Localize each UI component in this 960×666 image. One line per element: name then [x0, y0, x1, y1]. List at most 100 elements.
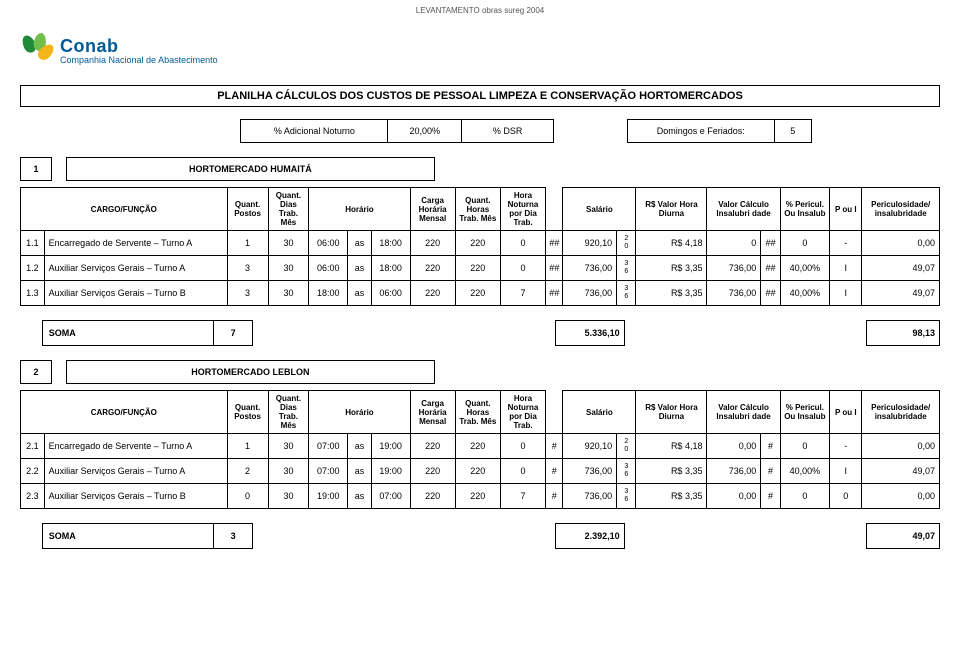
col-cargo: CARGO/FUNÇÃO [21, 188, 228, 231]
row-num: 2.1 [21, 434, 45, 459]
row-salario: 736,00 [563, 256, 617, 281]
col-cargo: CARGO/FUNÇÃO [21, 391, 228, 434]
row-carga: 220 [410, 484, 455, 509]
col-horas: Quant. Horas Trab. Mês [455, 188, 500, 231]
row-frac: 20 [617, 231, 636, 256]
soma-salario: 2.392,10 [556, 524, 625, 549]
row-cargo: Auxiliar Serviços Gerais – Turno A [44, 256, 227, 281]
row-noturna: 7 [500, 281, 545, 306]
row-mark1: # [546, 459, 563, 484]
col-horario: Horário [309, 188, 410, 231]
col-postos: Quant. Postos [227, 391, 268, 434]
brand-subtitle: Companhia Nacional de Abastecimento [60, 55, 218, 65]
row-postos: 0 [227, 484, 268, 509]
table-row: 1.2 Auxiliar Serviços Gerais – Turno A 3… [21, 256, 940, 281]
soma-salario: 5.336,10 [556, 321, 625, 346]
row-h1: 07:00 [309, 434, 348, 459]
table-row: 1.1 Encarregado de Servente – Turno A 1 … [21, 231, 940, 256]
col-carga: Carga Horária Mensal [410, 188, 455, 231]
dsr-label: % DSR [462, 120, 554, 143]
row-poui: 0 [830, 484, 862, 509]
adicional-noturno-label: % Adicional Noturno [241, 120, 388, 143]
table-row: 2.2 Auxiliar Serviços Gerais – Turno A 2… [21, 459, 940, 484]
row-valor-hora: R$ 4,18 [636, 231, 707, 256]
row-dias: 30 [268, 256, 309, 281]
row-mark1: ## [546, 231, 563, 256]
row-salario: 736,00 [563, 459, 617, 484]
row-horas: 220 [455, 231, 500, 256]
col-pct-insal: % Pericul. Ou Insalub [780, 391, 830, 434]
row-horas: 220 [455, 434, 500, 459]
col-horas: Quant. Horas Trab. Mês [455, 391, 500, 434]
row-poui: I [830, 281, 862, 306]
table-row: 2.1 Encarregado de Servente – Turno A 1 … [21, 434, 940, 459]
row-dias: 30 [268, 434, 309, 459]
row-calc: 0,00 [707, 484, 761, 509]
row-mark2: # [761, 459, 780, 484]
col-calc-insal: Valor Cálculo Insalubri dade [707, 391, 780, 434]
row-calc: 0 [707, 231, 761, 256]
col-peric: Periculosidade/ insalubridade [862, 391, 940, 434]
row-mark2: ## [761, 256, 780, 281]
row-as: as [348, 484, 372, 509]
col-calc-insal: Valor Cálculo Insalubri dade [707, 188, 780, 231]
row-h1: 19:00 [309, 484, 348, 509]
row-h1: 06:00 [309, 231, 348, 256]
adicional-noturno-value: 20,00% [388, 120, 462, 143]
row-as: as [348, 459, 372, 484]
row-h1: 07:00 [309, 459, 348, 484]
section-index: 1 [21, 158, 52, 181]
row-num: 2.2 [21, 459, 45, 484]
row-peric: 0,00 [862, 231, 940, 256]
row-calc: 736,00 [707, 459, 761, 484]
row-h1: 18:00 [309, 281, 348, 306]
row-mark2: # [761, 484, 780, 509]
row-pct: 40,00% [780, 281, 830, 306]
row-pct: 40,00% [780, 459, 830, 484]
row-carga: 220 [410, 256, 455, 281]
col-salario: Salário [563, 188, 636, 231]
row-cargo: Encarregado de Servente – Turno A [44, 434, 227, 459]
row-cargo: Auxiliar Serviços Gerais – Turno A [44, 459, 227, 484]
soma-row: SOMA 7 5.336,10 98,13 [20, 321, 940, 346]
row-as: as [348, 256, 372, 281]
row-carga: 220 [410, 281, 455, 306]
data-table: CARGO/FUNÇÃO Quant. Postos Quant. Dias T… [20, 187, 940, 306]
row-mark1: # [546, 434, 563, 459]
row-pct: 0 [780, 484, 830, 509]
col-dias: Quant. Dias Trab. Mês [268, 391, 309, 434]
soma-peric: 49,07 [867, 524, 940, 549]
row-dias: 30 [268, 459, 309, 484]
row-mark1: ## [546, 256, 563, 281]
row-mark1: # [546, 484, 563, 509]
row-mark1: ## [546, 281, 563, 306]
row-carga: 220 [410, 434, 455, 459]
row-poui: - [830, 231, 862, 256]
row-horas: 220 [455, 459, 500, 484]
row-num: 1.3 [21, 281, 45, 306]
section-name: HORTOMERCADO LEBLON [67, 361, 435, 384]
col-noturna: Hora Noturna por Dia Trab. [500, 391, 545, 434]
row-pct: 0 [780, 434, 830, 459]
col-poui: P ou I [830, 391, 862, 434]
row-cargo: Encarregado de Servente – Turno A [44, 231, 227, 256]
row-poui: I [830, 459, 862, 484]
row-frac: 36 [617, 484, 636, 509]
row-frac: 36 [617, 459, 636, 484]
row-noturna: 0 [500, 231, 545, 256]
row-salario: 920,10 [563, 434, 617, 459]
brand-name: Conab [60, 36, 218, 57]
row-calc: 736,00 [707, 281, 761, 306]
row-poui: - [830, 434, 862, 459]
col-noturna: Hora Noturna por Dia Trab. [500, 188, 545, 231]
row-valor-hora: R$ 3,35 [636, 484, 707, 509]
meta-table: % Adicional Noturno 20,00% % DSR Domingo… [20, 119, 940, 143]
row-postos: 1 [227, 231, 268, 256]
col-dias: Quant. Dias Trab. Mês [268, 188, 309, 231]
data-table: CARGO/FUNÇÃO Quant. Postos Quant. Dias T… [20, 390, 940, 509]
soma-row: SOMA 3 2.392,10 49,07 [20, 524, 940, 549]
row-peric: 49,07 [862, 256, 940, 281]
row-h2: 07:00 [371, 484, 410, 509]
row-frac: 36 [617, 281, 636, 306]
row-valor-hora: R$ 3,35 [636, 459, 707, 484]
